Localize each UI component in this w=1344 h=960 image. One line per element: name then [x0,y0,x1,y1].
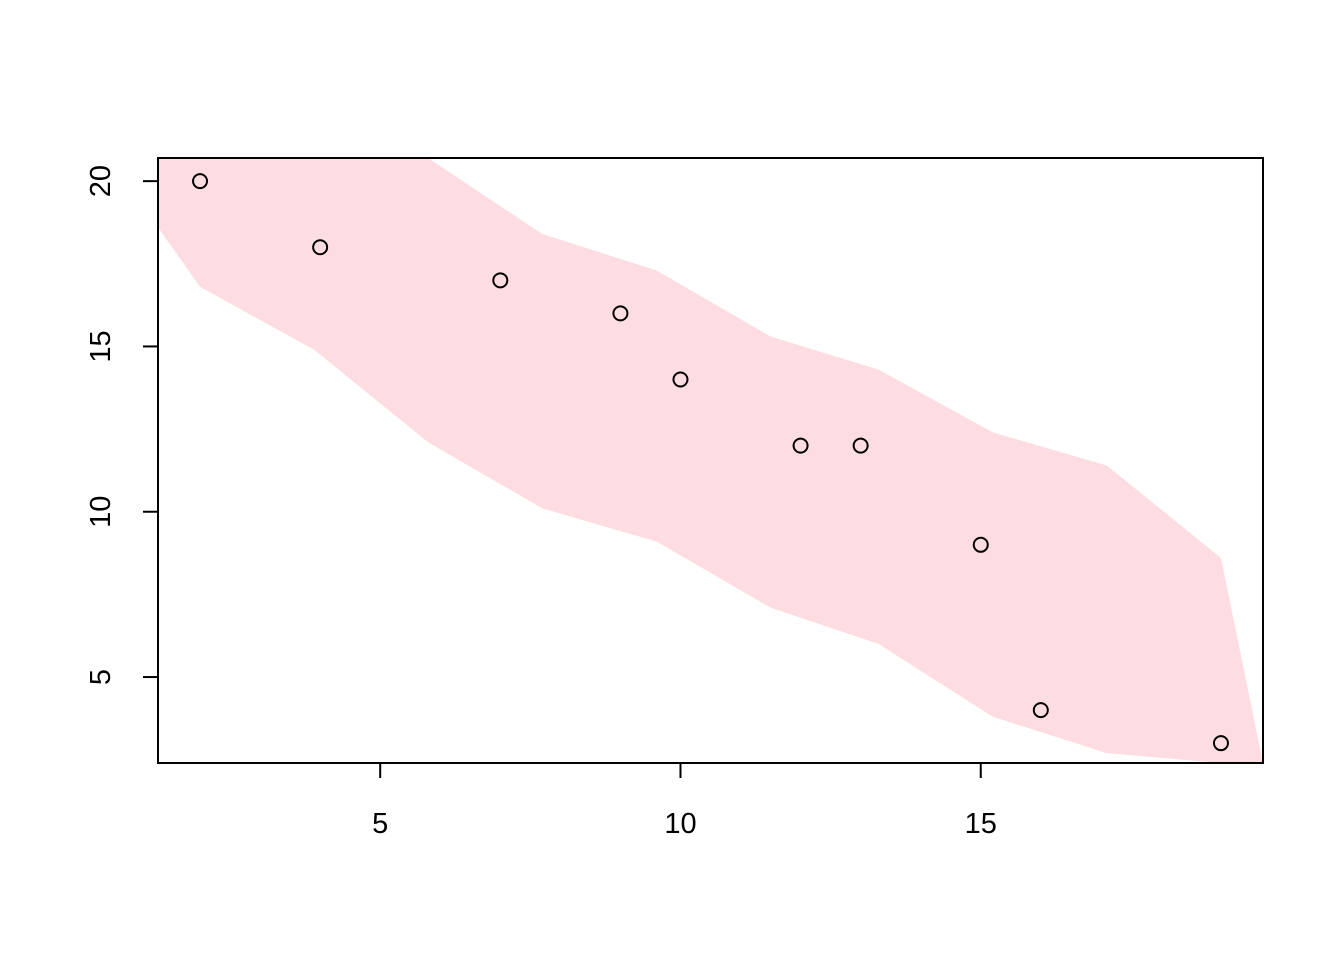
y-tick-label: 15 [85,330,117,362]
data-point [1212,735,1229,752]
data-point [312,239,329,256]
data-point [492,272,509,289]
x-tick-label: 15 [965,808,997,840]
data-point [612,305,629,322]
data-point [972,536,989,553]
data-point [792,437,809,454]
y-tick-label: 10 [85,496,117,528]
confidence-band-layer [158,158,1263,763]
data-point [192,173,209,190]
data-point [852,437,869,454]
y-axis: 5 10 15 20 [85,165,158,685]
data-point [1032,702,1049,719]
x-tick-label: 10 [664,808,696,840]
y-tick-label: 5 [85,669,117,685]
data-point [672,371,689,388]
confidence-band [158,158,1263,763]
y-tick-label: 20 [85,165,117,197]
points-layer [192,173,1229,752]
plot-frame [157,157,1264,764]
x-axis: 5 10 15 [372,763,997,840]
x-tick-label: 5 [372,808,388,840]
